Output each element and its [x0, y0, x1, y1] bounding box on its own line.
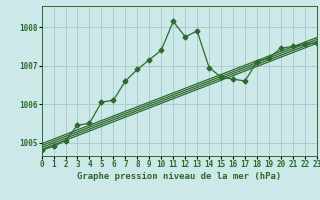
- X-axis label: Graphe pression niveau de la mer (hPa): Graphe pression niveau de la mer (hPa): [77, 172, 281, 181]
